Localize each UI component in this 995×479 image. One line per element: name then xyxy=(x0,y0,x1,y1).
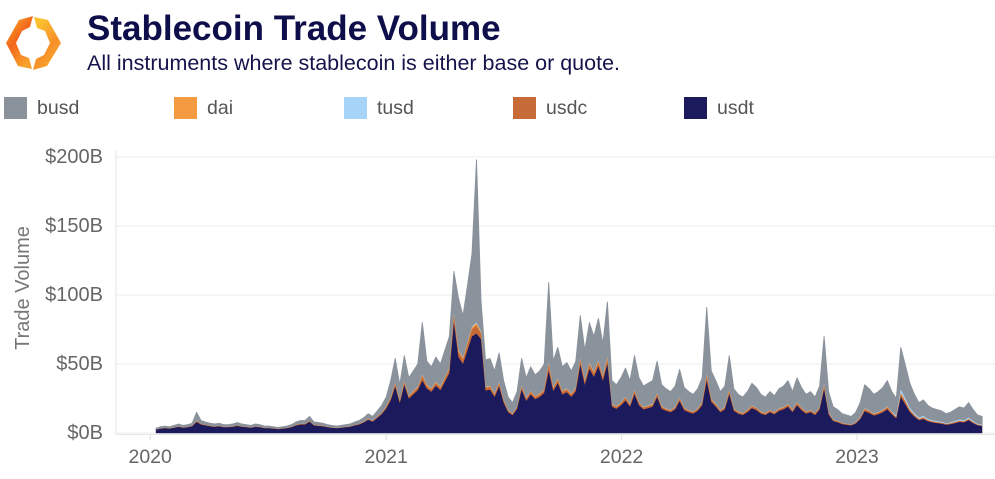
area-usdt[interactable] xyxy=(156,322,983,433)
legend-item-usdc[interactable]: usdc xyxy=(513,96,587,120)
x-tick-label: 2022 xyxy=(599,446,644,468)
legend-swatch xyxy=(4,97,27,119)
x-tick-label: 2020 xyxy=(128,446,172,468)
stacked-areas xyxy=(155,159,983,434)
legend-swatch xyxy=(513,97,536,119)
legend-item-busd[interactable]: busd xyxy=(4,96,79,120)
y-tick-label: $0B xyxy=(67,422,103,444)
x-tick-label: 2023 xyxy=(835,446,879,468)
legend-label: dai xyxy=(207,97,234,119)
legend-label: usdc xyxy=(546,97,588,119)
legend-label: tusd xyxy=(377,97,414,119)
legend-swatch xyxy=(344,97,367,119)
legend-label: usdt xyxy=(717,97,754,119)
y-tick-label: $50B xyxy=(56,353,103,375)
y-tick-label: $150B xyxy=(45,215,103,237)
y-tick-label: $100B xyxy=(45,284,103,306)
y-tick-label: $200B xyxy=(45,146,103,168)
logo-right-chevron xyxy=(33,17,61,70)
legend-swatch xyxy=(684,97,707,119)
legend-item-usdt[interactable]: usdt xyxy=(684,96,754,120)
legend-label: busd xyxy=(37,97,80,119)
logo-left-chevron xyxy=(6,16,33,69)
legend-item-dai[interactable]: dai xyxy=(174,96,233,120)
x-tick-label: 2021 xyxy=(364,446,408,468)
logo-icon xyxy=(6,16,61,70)
chart-subtitle: All instruments where stablecoin is eith… xyxy=(87,51,620,75)
y-axis-title: Trade Volume xyxy=(12,226,34,350)
chart-title: Stablecoin Trade Volume xyxy=(87,9,501,48)
legend-item-tusd[interactable]: tusd xyxy=(344,96,414,120)
legend-swatch xyxy=(174,97,197,119)
